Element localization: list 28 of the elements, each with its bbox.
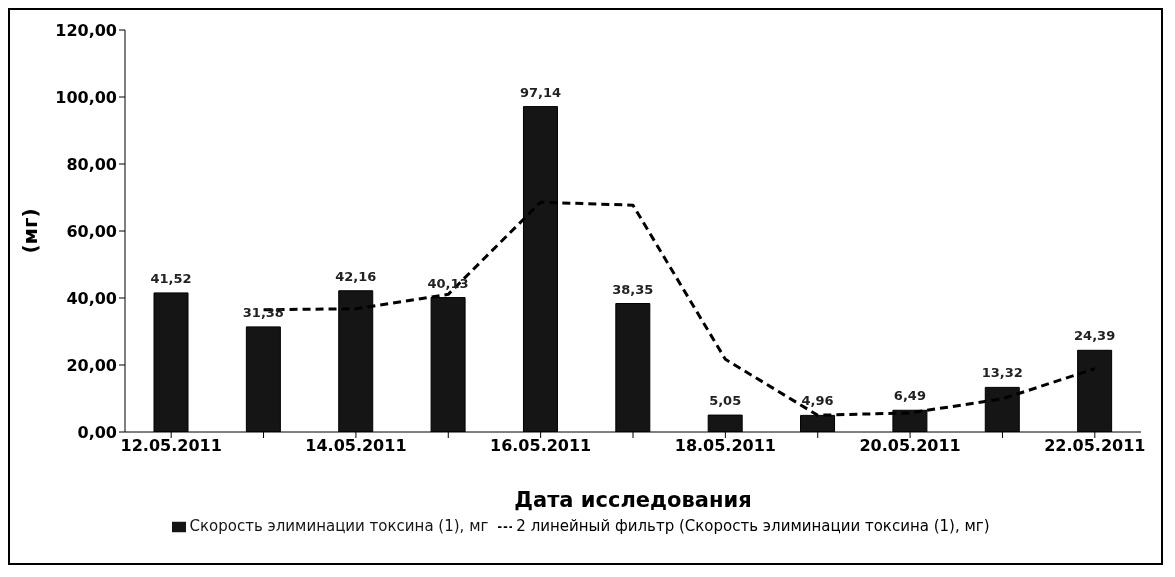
data-label: 97,14 <box>519 84 562 100</box>
y-axis-title: (мг) <box>18 208 43 254</box>
data-label: 40,13 <box>427 275 469 291</box>
data-label: 4,96 <box>801 393 834 409</box>
y-tick-label: 100,00 <box>55 87 117 107</box>
y-tick-label: 60,00 <box>66 221 117 241</box>
y-tick-label: 40,00 <box>66 288 117 308</box>
x-tick-label: 20.05.2011 <box>859 436 961 456</box>
data-label: 24,39 <box>1074 328 1116 344</box>
legend-label: Скорость элиминации токсина (1), мг <box>189 517 489 535</box>
x-axis-title: Дата исследования <box>514 488 752 512</box>
data-label: 38,35 <box>612 281 654 297</box>
data-label: 6,49 <box>893 388 926 404</box>
y-tick-label: 80,00 <box>66 154 117 174</box>
x-tick-label: 12.05.2011 <box>120 436 222 456</box>
x-tick-label: 14.05.2011 <box>305 436 407 456</box>
data-label: 5,05 <box>709 393 742 409</box>
data-label: 31,38 <box>242 304 284 320</box>
x-tick-label: 16.05.2011 <box>490 436 592 456</box>
y-tick-label: 0,00 <box>77 422 117 442</box>
data-label: 42,16 <box>335 268 377 284</box>
data-label: 41,52 <box>150 270 192 286</box>
x-tick-label: 22.05.2011 <box>1044 436 1146 456</box>
x-tick-label: 18.05.2011 <box>674 436 776 456</box>
y-tick-label: 120,00 <box>55 20 117 40</box>
y-tick-label: 20,00 <box>66 355 117 375</box>
data-label: 13,32 <box>981 365 1023 381</box>
legend-label: 2 линейный фильтр (Скорость элиминации токсина (1), мг) <box>516 517 990 535</box>
